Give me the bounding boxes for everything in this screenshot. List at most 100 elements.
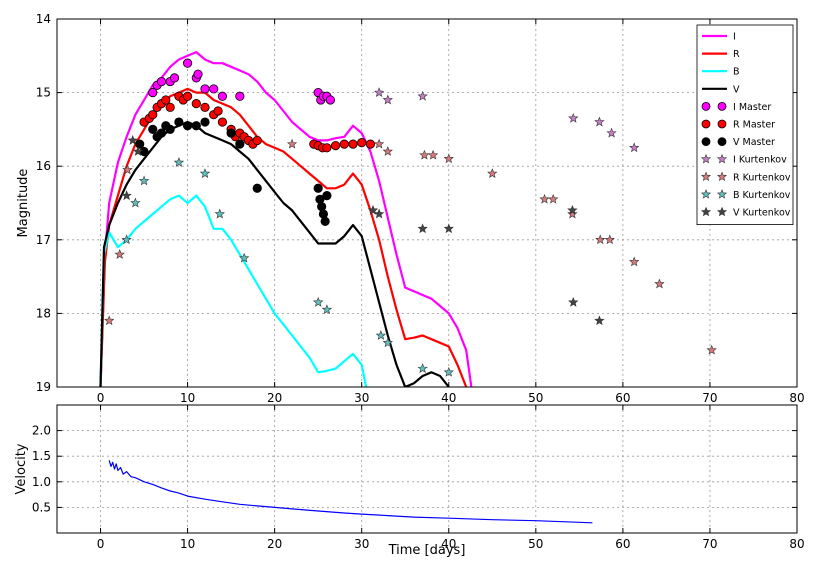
magnitude-axes-frame — [56, 18, 798, 388]
y-tick-label: 15 — [36, 86, 51, 100]
point-v-kurtenkov — [567, 205, 578, 215]
point-b-kurtenkov — [382, 337, 393, 348]
series-line-b — [99, 194, 368, 387]
x-tick-label: 30 — [354, 391, 369, 405]
point-r-kurtenkov — [286, 138, 298, 149]
x-tick-label: 0 — [97, 537, 105, 551]
legend-label-v: V — [733, 84, 740, 95]
point-r-kurtenkov — [104, 315, 115, 326]
legend-swatch-v-kurtenkov — [700, 206, 712, 217]
point-i-kurtenkov — [417, 90, 428, 101]
point-r-master — [191, 99, 201, 109]
y-tick-label: 2.0 — [32, 424, 51, 438]
legend-label-r-master: R Master — [733, 120, 775, 131]
legend-label-i: I — [733, 32, 736, 43]
legend-label-v-kurtenkov: V Kurtenkov — [733, 208, 791, 219]
point-i-master — [182, 58, 193, 68]
point-v-kurtenkov — [568, 296, 579, 307]
legend-swatch-i-master — [717, 102, 727, 111]
velocity-axes-frame — [56, 404, 798, 534]
x-tick-label: 20 — [267, 391, 282, 405]
point-v-master — [313, 183, 323, 193]
y-tick-label: 1.0 — [32, 475, 51, 489]
point-i-master — [200, 84, 210, 94]
x-tick-label: 60 — [615, 537, 630, 551]
point-r-master — [200, 102, 210, 112]
top-grid — [57, 18, 798, 388]
point-i-kurtenkov — [606, 127, 617, 138]
x-tick-label: 50 — [528, 391, 543, 405]
magnitude-ticks: 0 10 20 30 40 50 60 70 80 14 15 16 17 18 19 — [36, 12, 805, 405]
point-v-master — [135, 139, 145, 149]
point-v-master — [235, 139, 245, 149]
point-i-master — [209, 84, 219, 94]
x-tick-label: 40 — [441, 391, 456, 405]
point-i-kurtenkov — [382, 94, 393, 105]
point-i-master — [193, 69, 203, 79]
point-v-kurtenkov — [132, 146, 144, 156]
point-r-master — [213, 106, 223, 116]
legend-swatch-r-kurtenkov — [716, 171, 728, 182]
bottom-grid — [57, 405, 798, 533]
point-r-master — [348, 139, 358, 149]
point-v-kurtenkov — [417, 223, 428, 234]
series-line-v — [99, 120, 450, 387]
x-tick-label: 10 — [180, 537, 195, 551]
y-tick-label: 14 — [36, 12, 51, 26]
point-r-kurtenkov — [567, 208, 578, 219]
point-r-kurtenkov — [443, 153, 454, 164]
legend-swatch-r-master — [717, 119, 727, 129]
point-r-master — [161, 95, 171, 105]
point-r-master — [182, 91, 193, 101]
point-b-kurtenkov — [375, 330, 386, 340]
point-i-master — [156, 76, 167, 87]
velocity-plot — [108, 460, 593, 524]
time-x-label: Time [days] — [388, 543, 466, 558]
legend-swatch-i-master — [701, 102, 711, 111]
legend-swatch-r-kurtenkov — [700, 171, 712, 182]
point-v-master — [165, 124, 175, 134]
x-tick-label: 10 — [180, 391, 195, 405]
legend-label-i-kurtenkov: I Kurtenkov — [733, 155, 787, 166]
point-r-master — [339, 139, 349, 149]
point-b-kurtenkov — [313, 297, 324, 307]
legend-label-v-master: V Master — [733, 137, 775, 148]
legend-swatch-v-master — [717, 137, 727, 147]
point-r-kurtenkov — [419, 149, 430, 160]
point-i-master — [217, 91, 228, 101]
legend-box — [696, 24, 794, 226]
y-tick-label: 16 — [36, 159, 51, 173]
y-tick-label: 0.5 — [32, 500, 51, 514]
x-tick-label: 80 — [789, 537, 804, 551]
x-tick-label: 60 — [615, 391, 630, 405]
legend-label-i-master: I Master — [733, 102, 771, 113]
point-r-master — [148, 110, 158, 120]
point-v-master — [226, 128, 236, 138]
y-tick-label: 18 — [36, 306, 51, 320]
point-i-kurtenkov — [568, 112, 579, 123]
velocity-ticks: 0 10 20 30 40 50 60 70 80 0.5 1.0 1.5 2.0 — [32, 405, 805, 551]
point-v-master — [156, 128, 167, 138]
point-i-master — [235, 91, 245, 101]
point-v-master — [252, 183, 262, 193]
point-b-kurtenkov — [173, 157, 185, 167]
point-i-kurtenkov — [373, 87, 385, 97]
point-r-kurtenkov — [487, 168, 498, 178]
legend-label-b-kurtenkov: B Kurtenkov — [733, 190, 791, 201]
point-r-master — [252, 135, 262, 146]
point-b-kurtenkov — [138, 175, 150, 186]
legend-swatch-i-kurtenkov — [700, 153, 712, 164]
point-v-master — [174, 117, 184, 127]
point-b-kurtenkov — [199, 168, 211, 178]
x-tick-label: 0 — [97, 391, 105, 405]
point-i-master — [148, 88, 158, 98]
point-v-kurtenkov — [373, 208, 385, 219]
magnitude-plot — [99, 50, 717, 387]
point-r-master — [165, 102, 175, 112]
legend-swatch-b-kurtenkov — [716, 189, 728, 199]
legend-label-b: B — [733, 67, 740, 78]
point-v-master — [191, 121, 201, 131]
point-r-kurtenkov — [373, 138, 385, 149]
